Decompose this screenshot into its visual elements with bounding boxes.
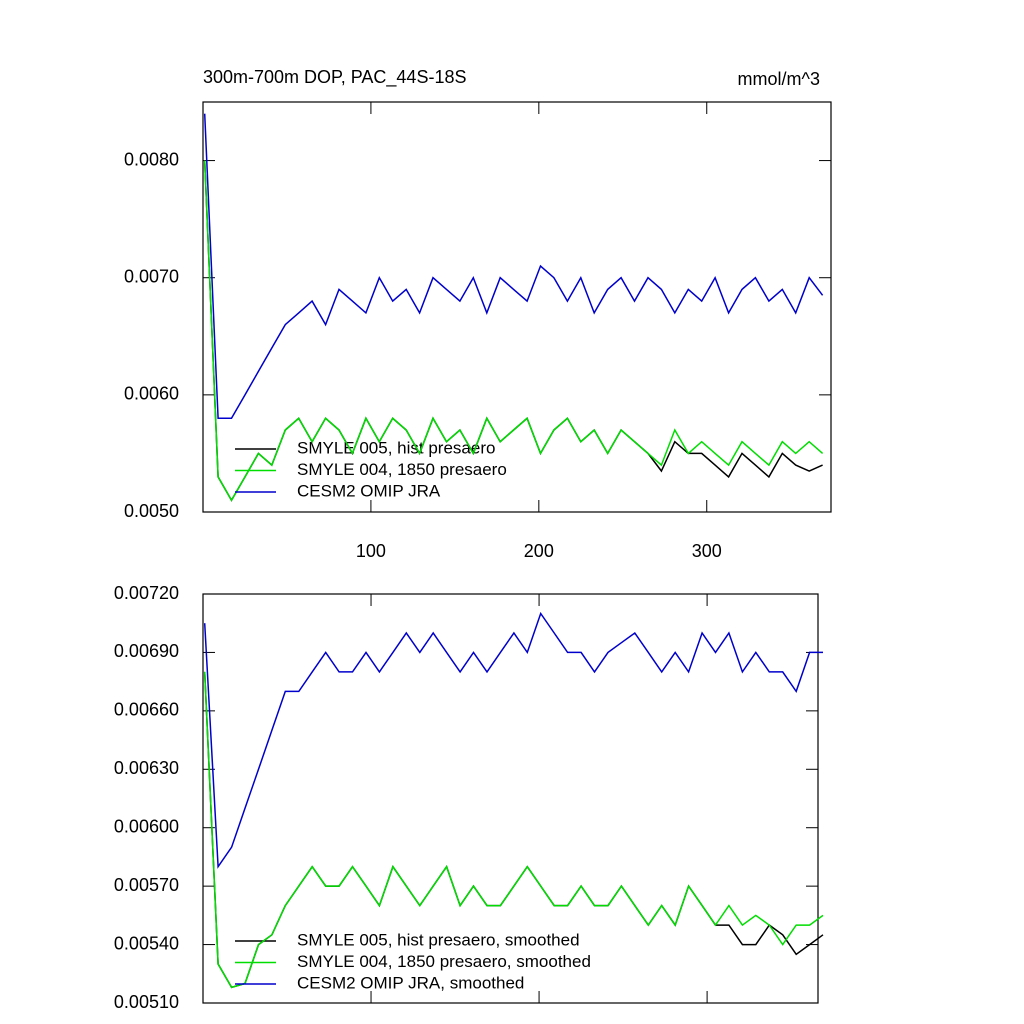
y-tick-label: 0.00600 xyxy=(114,816,179,836)
series-line xyxy=(203,611,823,869)
units-label: mmol/m^3 xyxy=(738,69,820,89)
legend-label: CESM2 OMIP JRA xyxy=(297,481,441,500)
plot-frame xyxy=(202,101,832,513)
legend-label: SMYLE 004, 1850 presaero, smoothed xyxy=(297,952,591,971)
y-tick-label: 0.00630 xyxy=(114,758,179,778)
legend-label: SMYLE 005, hist presaero, smoothed xyxy=(297,930,580,949)
y-tick-label: 0.00540 xyxy=(114,933,179,953)
legend-label: SMYLE 004, 1850 presaero xyxy=(297,460,507,479)
y-tick-label: 0.00570 xyxy=(114,875,179,895)
chart-title: 300m-700m DOP, PAC_44S-18S xyxy=(203,67,466,88)
plot-frame xyxy=(202,593,819,1004)
y-tick-label: 0.00720 xyxy=(114,583,179,603)
y-tick-label: 0.00690 xyxy=(114,641,179,661)
series-line xyxy=(203,671,824,989)
x-tick-label: 100 xyxy=(356,541,386,561)
legend-label: CESM2 OMIP JRA, smoothed xyxy=(297,973,524,992)
y-tick-label: 0.0070 xyxy=(124,266,179,286)
series-line xyxy=(203,160,824,502)
y-tick-label: 0.0080 xyxy=(124,149,179,169)
x-tick-label: 200 xyxy=(524,541,554,561)
y-tick-label: 0.00510 xyxy=(114,992,179,1012)
series-line xyxy=(203,113,824,420)
y-tick-label: 0.0060 xyxy=(124,384,179,404)
y-tick-label: 0.0050 xyxy=(124,501,179,521)
x-tick-label: 300 xyxy=(692,541,722,561)
y-tick-label: 0.00660 xyxy=(114,700,179,720)
